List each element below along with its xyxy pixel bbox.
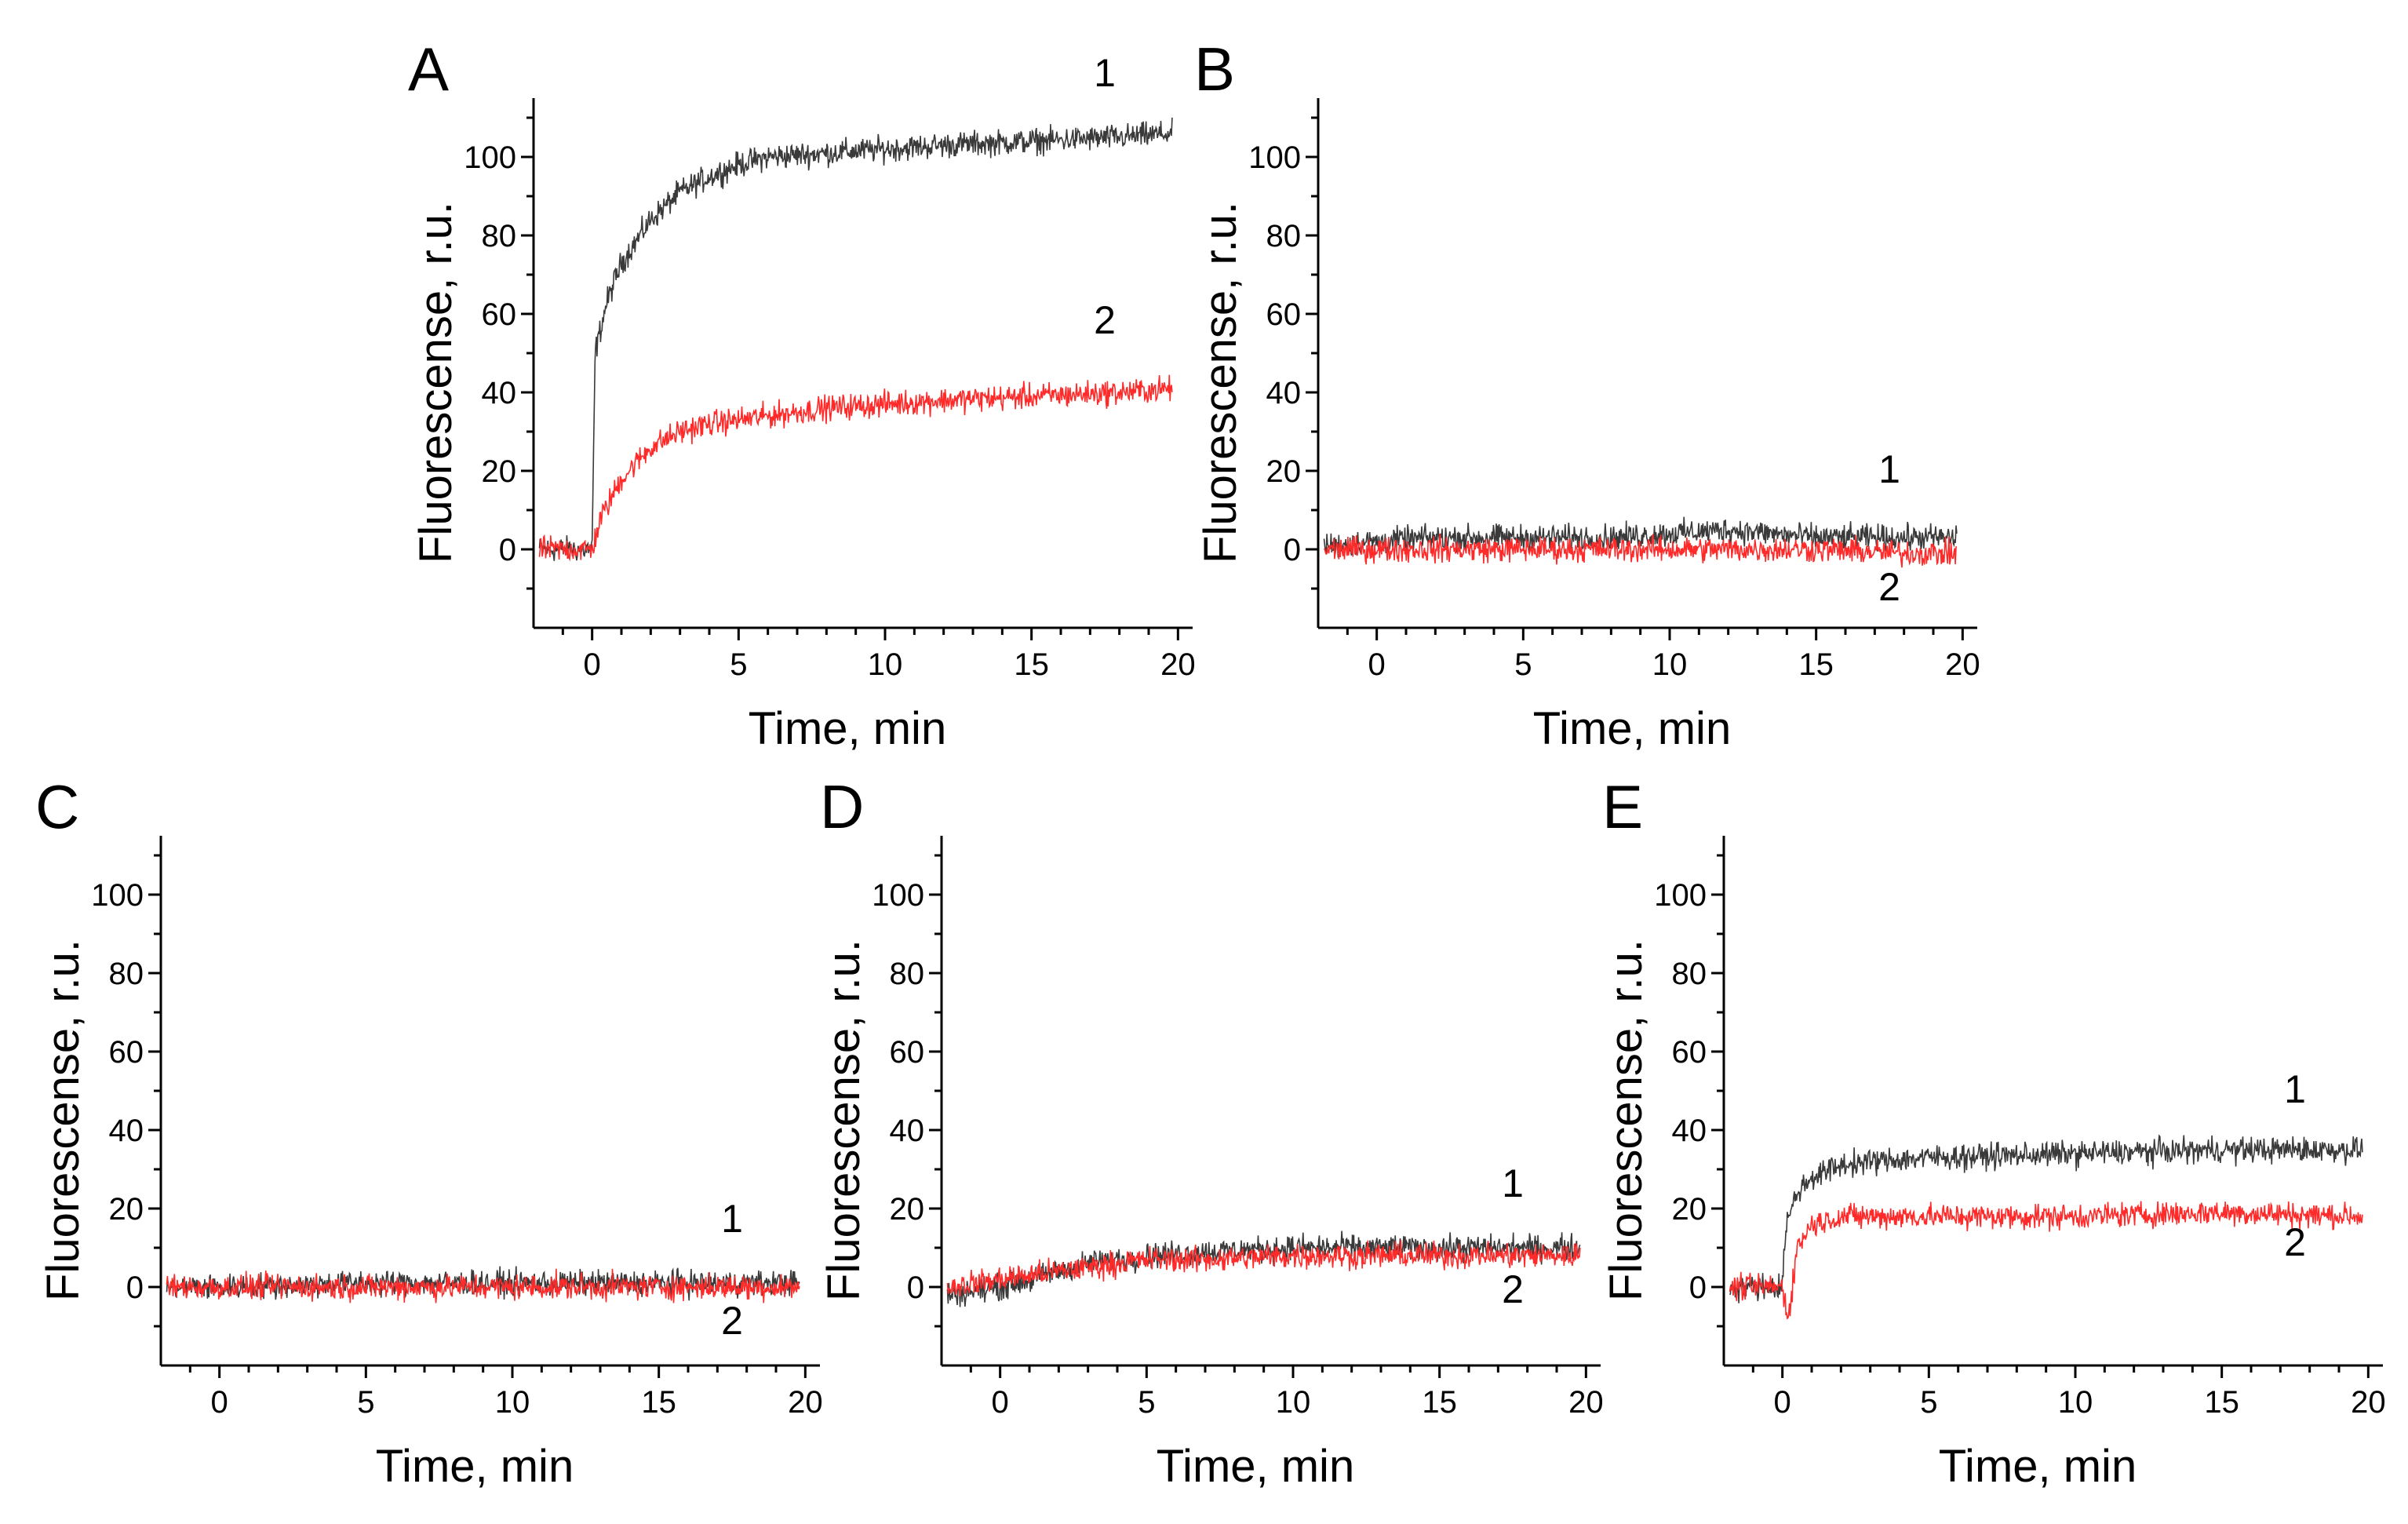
y-tick-label: 80 [109,957,144,991]
y-axis-title: Fluorescense, r.u. [1601,939,1652,1301]
x-axis-title: Time, min [1533,703,1731,754]
panel-letter: C [35,772,79,841]
y-tick-label: 0 [907,1271,924,1305]
y-tick-label: 20 [1672,1192,1707,1227]
y-tick-label: 100 [464,140,516,175]
y-tick-label: 40 [1672,1114,1707,1148]
curve-label-2: 2 [1094,298,1116,342]
y-tick-label: 40 [109,1114,144,1148]
x-tick-label: 20 [788,1385,823,1420]
x-tick-label: 5 [357,1385,374,1420]
x-tick-label: 20 [1160,647,1196,682]
y-tick-label: 60 [1672,1035,1707,1070]
x-tick-label: 20 [2351,1385,2386,1420]
panel-D: D 0 5 10 15 20 0 20 40 60 80 100 Time, min Fluorescen… [818,772,1604,1492]
x-tick-label: 15 [1422,1385,1457,1420]
x-tick-label: 10 [2058,1385,2093,1420]
y-tick-label: 0 [499,533,516,567]
x-tick-label: 5 [1138,1385,1155,1420]
curve-label-1: 1 [1878,447,1900,491]
x-tick-label: 15 [2204,1385,2239,1420]
y-axis-title: Fluorescense, r.u. [818,939,869,1301]
series-2-line [1729,1201,2363,1320]
series-1-line [1729,1134,2363,1303]
curve-label-2: 2 [721,1299,743,1343]
series-2-line [538,374,1173,562]
x-tick-label: 10 [1276,1385,1311,1420]
y-tick-label: 40 [890,1114,925,1148]
x-tick-label: 10 [1652,647,1688,682]
x-axis-title: Time, min [1157,1441,1354,1492]
y-tick-label: 0 [126,1271,144,1305]
x-tick-label: 10 [868,647,903,682]
x-axis-title: Time, min [376,1441,574,1492]
y-tick-label: 0 [1284,533,1301,567]
y-tick-label: 100 [91,878,144,913]
x-tick-label: 0 [211,1385,228,1420]
panel-A: A 0 5 10 15 20 0 20 40 60 80 100 Time, min Fluorescen… [408,35,1196,754]
x-tick-label: 20 [1568,1385,1604,1420]
y-tick-label: 100 [1654,878,1707,913]
x-axis-title: Time, min [749,703,946,754]
y-tick-label: 20 [482,454,517,489]
x-tick-label: 5 [1514,647,1532,682]
panel-letter: B [1194,35,1235,104]
x-tick-label: 15 [641,1385,676,1420]
y-tick-label: 60 [109,1035,144,1070]
y-tick-label: 20 [1266,454,1302,489]
x-axis-title: Time, min [1939,1441,2137,1492]
y-tick-label: 20 [109,1192,144,1227]
x-tick-label: 10 [495,1385,530,1420]
y-tick-label: 60 [482,297,517,332]
x-tick-label: 20 [1945,647,1980,682]
y-tick-label: 80 [890,957,925,991]
y-tick-label: 40 [482,376,517,410]
curve-label-1: 1 [1094,51,1116,95]
y-tick-label: 0 [1689,1271,1707,1305]
panel-E: E 0 5 10 15 20 0 20 40 60 80 100 Time, min Fluorescen… [1601,772,2386,1492]
y-tick-label: 60 [890,1035,925,1070]
x-tick-label: 5 [1920,1385,1937,1420]
x-tick-label: 0 [992,1385,1009,1420]
y-axis-title: Fluorescense, r.u. [410,202,461,563]
series-2-line [946,1240,1581,1297]
curve-label-2: 2 [1502,1267,1524,1311]
y-tick-label: 100 [872,878,924,913]
x-tick-label: 0 [1774,1385,1791,1420]
curve-label-1: 1 [1502,1161,1524,1205]
series-1-line [1323,516,1958,558]
series-2-line [1323,534,1958,568]
x-tick-label: 5 [730,647,747,682]
x-tick-label: 0 [584,647,601,682]
curve-label-2: 2 [2284,1220,2306,1264]
y-axis-title: Fluorescense, r.u. [1195,202,1246,563]
x-tick-label: 0 [1368,647,1386,682]
y-tick-label: 80 [1672,957,1707,991]
panel-B: B 0 5 10 15 20 0 20 40 60 80 100 Time, min Fluorescen… [1194,35,1980,754]
panel-C: C 0 5 10 15 20 0 20 40 60 80 100 Time, min Fluorescen… [35,772,823,1492]
panel-letter: D [820,772,864,841]
y-tick-label: 80 [1266,219,1302,253]
series-2-line [166,1268,800,1303]
y-tick-label: 20 [890,1192,925,1227]
y-axis-title: Fluorescense, r.u. [38,939,89,1301]
panel-letter: A [408,35,449,104]
x-tick-label: 15 [1014,647,1049,682]
y-tick-label: 60 [1266,297,1302,332]
y-tick-label: 40 [1266,376,1302,410]
y-tick-label: 100 [1248,140,1301,175]
y-tick-label: 80 [482,219,517,253]
curve-label-1: 1 [721,1197,743,1241]
x-tick-label: 15 [1798,647,1834,682]
curve-label-1: 1 [2284,1067,2306,1111]
series-1-line [538,117,1173,561]
panel-letter: E [1602,772,1643,841]
curve-label-2: 2 [1878,565,1900,609]
